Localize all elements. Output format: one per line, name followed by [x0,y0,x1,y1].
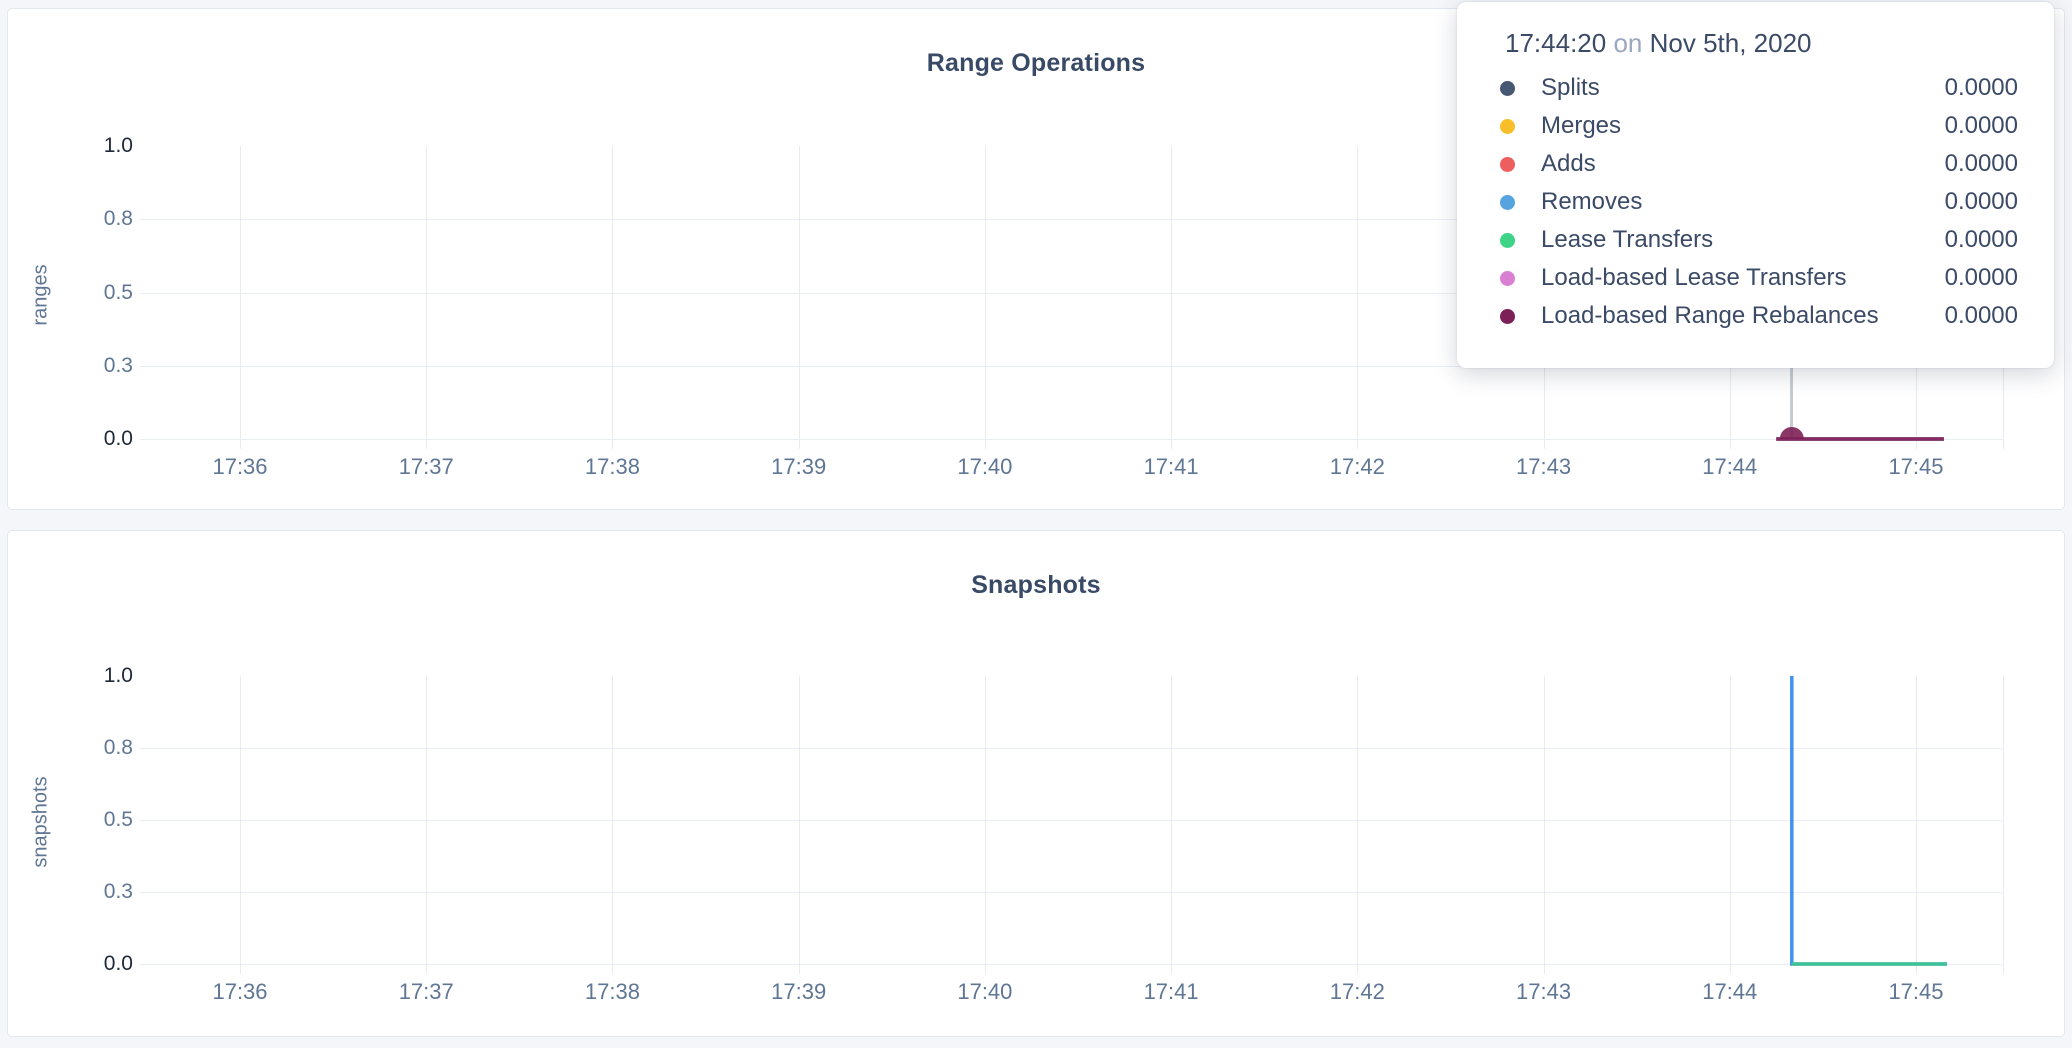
vertical-gridline [798,676,800,974]
x-tick-label: 17:45 [1888,979,1944,1004]
tooltip-series-row: Lease Transfers 0.0000 [1497,221,2018,259]
x-tick-label: 17:37 [398,454,454,479]
x-tick-label: 17:40 [957,979,1013,1004]
y-axis-unit-label: ranges [29,263,52,326]
series-value: 0.0000 [1944,112,2018,139]
y-tick-label: 1.0 [103,134,133,157]
horizontal-gridline [140,820,2003,821]
x-tick-label: 17:41 [1143,979,1199,1004]
y-axis-unit-label: snapshots [29,776,52,868]
tooltip-series-row: Load-based Lease Transfers 0.0000 [1497,259,2018,297]
y-tick-label: 0.5 [103,280,133,304]
horizontal-gridline [140,964,2003,965]
x-tick-label: 17:45 [1888,454,1944,479]
series-color-dot-icon [1500,232,1515,248]
tooltip-series-row: Removes 0.0000 [1497,183,2018,221]
horizontal-gridline [140,365,2003,367]
x-tick-label: 17:38 [584,979,640,1004]
vertical-gridline [1171,146,1173,449]
y-tick-label: 0.3 [103,880,133,903]
x-tick-label: 17:40 [957,454,1013,479]
horizontal-gridline [140,748,2003,749]
x-tick-label: 17:39 [771,454,827,479]
x-tick-label: 17:36 [212,979,268,1004]
vertical-gridline [612,146,614,449]
series-color-dot-icon [1500,194,1515,210]
x-tick-label: 17:41 [1143,454,1199,479]
x-tick-label: 17:36 [212,454,268,479]
vertical-gridline [426,676,428,974]
series-label: Removes [1541,188,1643,215]
vertical-gridline [612,676,614,974]
tooltip-time: 17:44:20 [1505,28,1607,58]
x-tick-label: 17:44 [1702,454,1758,479]
chart-title: Snapshots [971,571,1101,599]
series-label: Splits [1541,74,1600,101]
series-color-dot-icon [1500,270,1515,286]
chart-title: Range Operations [926,49,1146,77]
tooltip-series-row: Merges 0.0000 [1497,107,2018,145]
tooltip-timestamp: 17:44:20 on Nov 5th, 2020 [1505,28,2018,59]
x-tick-label: 17:44 [1702,979,1758,1004]
y-tick-label: 0.5 [103,808,133,831]
series-label: Merges [1541,112,1622,139]
series-value: 0.0000 [1944,74,2018,101]
plot-area[interactable] [140,676,2003,964]
vertical-gridline [798,146,800,449]
series-color-dot-icon [1500,80,1515,96]
vertical-gridline [240,146,241,449]
series-label: Adds [1541,150,1596,177]
vertical-gridline [1171,676,1173,974]
vertical-gridline [984,146,986,449]
y-tick-label: 0.3 [103,353,133,377]
y-tick-label: 0.8 [103,207,133,231]
vertical-gridline [2003,676,2004,974]
x-tick-label: 17:38 [584,454,640,479]
x-tick-label: 17:43 [1516,979,1572,1004]
series-value: 0.0000 [1944,188,2018,215]
chart-tooltip: 17:44:20 on Nov 5th, 2020 Splits 0.0000 Me… [1457,2,2054,368]
series-value: 0.0000 [1944,264,2018,291]
y-tick-label: 0.0 [103,952,133,975]
tooltip-series-list: Splits 0.0000 Merges 0.0000 Adds 0.0000 Remove… [1497,69,2018,335]
x-tick-label: 17:42 [1329,454,1385,479]
chart-card-snapshots: Snapshots snapshots 1.0 0.8 0.5 0.3 0.0 17:36… [7,530,2065,1037]
x-tick-label: 17:42 [1329,979,1385,1004]
x-tick-label: 17:39 [771,979,827,1004]
series-value: 0.0000 [1944,302,2018,329]
series-color-dot-icon [1500,156,1515,172]
tooltip-series-row: Load-based Range Rebalances 0.0000 [1497,297,2018,335]
tooltip-series-row: Splits 0.0000 [1497,69,2018,107]
tooltip-series-row: Adds 0.0000 [1497,145,2018,183]
series-value: 0.0000 [1944,150,2018,177]
series-label: Load-based Range Rebalances [1541,302,1879,329]
x-tick-label: 17:43 [1516,454,1572,479]
horizontal-gridline [140,439,2003,440]
tooltip-connector: on [1613,28,1643,58]
horizontal-gridline [140,892,2003,893]
tooltip-date: Nov 5th, 2020 [1649,28,1812,58]
vertical-gridline [426,146,428,449]
series-color-dot-icon [1500,308,1515,324]
vertical-gridline [1543,676,1545,974]
y-tick-label: 1.0 [103,664,133,687]
horizontal-gridline [140,292,2003,294]
vertical-gridline [984,676,986,974]
y-tick-label: 0.8 [103,736,133,759]
y-tick-label: 0.0 [103,427,133,450]
vertical-gridline [240,676,241,974]
series-label: Lease Transfers [1541,226,1714,253]
vertical-gridline [1357,676,1359,974]
series-color-dot-icon [1500,118,1515,134]
vertical-gridline [1729,676,1731,974]
series-value: 0.0000 [1944,226,2018,253]
series-label: Load-based Lease Transfers [1541,264,1847,291]
x-tick-label: 17:37 [398,979,454,1004]
horizontal-gridline [140,219,2003,221]
vertical-gridline [1357,146,1359,449]
